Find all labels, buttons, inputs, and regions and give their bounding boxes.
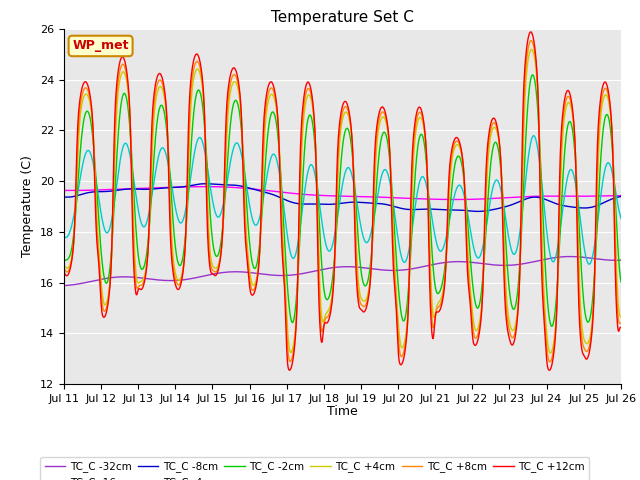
TC_C -8cm [618,193,625,199]
TC_C -4cm [454,183,462,189]
TC_C +12cm [60,269,68,275]
Text: WP_met: WP_met [72,39,129,52]
TC_C +8cm [454,139,462,145]
Title: Temperature Set C: Temperature Set C [271,10,414,25]
TC_C -32cm [566,253,574,259]
TC_C -16cm [452,197,460,203]
TC_C -8cm [425,206,433,212]
Line: TC_C +8cm: TC_C +8cm [64,41,621,362]
TC_C +12cm [262,98,269,104]
TC_C -8cm [60,194,68,200]
TC_C -16cm [618,192,625,198]
TC_C -8cm [262,190,270,195]
TC_C -32cm [513,262,520,267]
TC_C +4cm [425,201,433,207]
TC_C -16cm [189,184,196,190]
TC_C -4cm [513,248,520,253]
TC_C -16cm [513,194,521,200]
TC_C +4cm [547,350,554,356]
TC_C -2cm [189,120,196,126]
TC_C -32cm [454,259,462,264]
TC_C -4cm [618,216,625,222]
TC_C -16cm [262,188,270,193]
TC_C +12cm [527,29,534,35]
TC_C +8cm [527,38,535,44]
TC_C -2cm [529,72,536,78]
TC_C +8cm [618,320,625,326]
TC_C +8cm [262,108,269,114]
TC_C +4cm [454,142,462,148]
TC_C -16cm [455,197,463,203]
TC_C +4cm [513,316,520,322]
TC_C -16cm [388,195,396,201]
Line: TC_C -16cm: TC_C -16cm [64,187,621,200]
TC_C -32cm [60,283,68,288]
TC_C -16cm [425,196,433,202]
Line: TC_C -32cm: TC_C -32cm [64,256,621,286]
TC_C -8cm [513,200,521,205]
TC_C -32cm [618,257,625,263]
TC_C +8cm [387,179,395,184]
TC_C -4cm [586,261,593,267]
TC_C +8cm [60,266,68,272]
TC_C +8cm [189,71,196,77]
TC_C +8cm [425,211,433,216]
Line: TC_C +12cm: TC_C +12cm [64,32,621,370]
TC_C +4cm [527,47,535,52]
TC_C +12cm [387,186,395,192]
TC_C +12cm [618,324,625,330]
Line: TC_C -2cm: TC_C -2cm [64,75,621,326]
TC_C +8cm [546,359,554,365]
TC_C +4cm [618,314,625,320]
TC_C -4cm [387,186,395,192]
Line: TC_C -4cm: TC_C -4cm [64,136,621,264]
TC_C -2cm [425,190,433,196]
Y-axis label: Temperature (C): Temperature (C) [22,156,35,257]
TC_C +4cm [387,174,395,180]
TC_C -2cm [454,153,462,159]
TC_C -4cm [262,181,269,187]
TC_C +8cm [513,321,520,326]
Line: TC_C -8cm: TC_C -8cm [64,184,621,211]
TC_C +4cm [262,119,269,125]
TC_C +12cm [454,136,462,142]
TC_C +12cm [189,62,196,68]
TC_C -2cm [262,157,269,163]
TC_C +4cm [60,263,68,269]
TC_C -8cm [455,207,463,213]
Line: TC_C +4cm: TC_C +4cm [64,49,621,353]
TC_C +4cm [189,82,196,87]
TC_C +12cm [513,324,520,330]
TC_C -2cm [548,324,556,329]
TC_C -2cm [60,257,68,263]
TC_C -8cm [202,181,209,187]
TC_C -8cm [189,182,196,188]
TC_C -4cm [530,133,538,139]
TC_C -32cm [425,263,433,268]
TC_C +12cm [425,225,433,231]
TC_C -4cm [60,235,68,240]
TC_C -8cm [474,208,482,214]
TC_C -2cm [513,298,520,304]
TC_C -4cm [425,193,433,199]
TC_C -2cm [618,279,625,285]
Legend: TC_C -32cm, TC_C -16cm, TC_C -8cm, TC_C -4cm, TC_C -2cm, TC_C +4cm, TC_C +8cm, T: TC_C -32cm, TC_C -16cm, TC_C -8cm, TC_C … [40,457,589,480]
TC_C -4cm [189,160,196,166]
TC_C -8cm [388,203,396,209]
TC_C -16cm [60,188,68,193]
X-axis label: Time: Time [327,405,358,418]
TC_C -2cm [387,172,395,178]
TC_C -32cm [262,272,269,277]
TC_C -16cm [202,184,210,190]
TC_C -32cm [189,276,196,281]
TC_C +12cm [545,367,553,373]
TC_C -32cm [387,267,395,273]
